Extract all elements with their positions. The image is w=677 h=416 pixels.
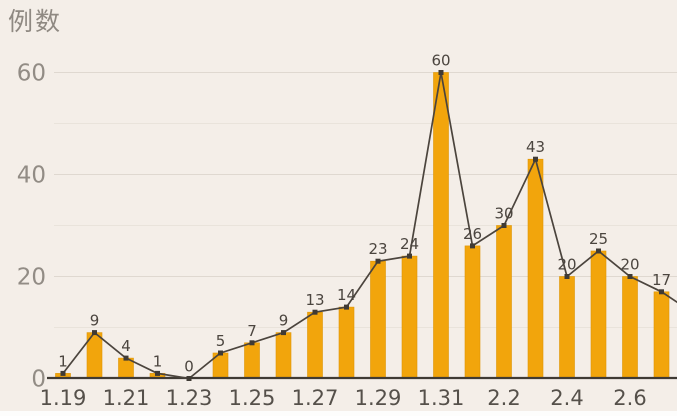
x-tick-label: 1.25 bbox=[229, 386, 276, 410]
x-tick-label: 1.31 bbox=[418, 386, 465, 410]
point-marker bbox=[470, 243, 475, 249]
value-label: 7 bbox=[247, 322, 257, 340]
y-axis-title: 例数 bbox=[8, 7, 63, 36]
value-label: 26 bbox=[463, 225, 482, 243]
y-tick-label: 40 bbox=[17, 163, 46, 189]
point-marker bbox=[438, 70, 444, 75]
value-label: 5 bbox=[216, 332, 226, 350]
value-label: 9 bbox=[90, 312, 100, 330]
bottom-strip bbox=[0, 411, 677, 416]
value-label: 9 bbox=[279, 312, 289, 330]
bar bbox=[653, 291, 670, 378]
x-tick-label: 1.21 bbox=[103, 386, 150, 410]
point-marker bbox=[281, 330, 286, 336]
value-label: 23 bbox=[368, 240, 387, 258]
value-label: 1 bbox=[153, 352, 163, 370]
bar bbox=[559, 276, 575, 378]
x-tick-label: 2.4 bbox=[550, 386, 583, 410]
x-tick-label: 2.6 bbox=[613, 386, 646, 410]
point-marker bbox=[375, 258, 381, 264]
point-marker bbox=[92, 330, 97, 336]
value-label: 20 bbox=[557, 256, 576, 274]
bar bbox=[244, 342, 260, 378]
x-tick-label: 1.23 bbox=[166, 386, 213, 410]
x-tick-label: 1.27 bbox=[292, 386, 339, 410]
bar bbox=[527, 158, 544, 378]
x-tick-label: 1.19 bbox=[40, 386, 87, 410]
point-marker bbox=[155, 370, 160, 376]
bar bbox=[401, 255, 418, 378]
point-marker bbox=[501, 223, 507, 228]
point-marker bbox=[249, 340, 255, 346]
x-tick-label: 1.29 bbox=[355, 386, 402, 410]
bar bbox=[622, 276, 638, 378]
bar bbox=[275, 332, 292, 378]
value-label: 13 bbox=[305, 291, 324, 309]
point-marker bbox=[344, 304, 349, 310]
bar bbox=[496, 225, 512, 378]
point-marker bbox=[533, 156, 538, 162]
value-label: 60 bbox=[431, 52, 450, 70]
point-marker bbox=[659, 289, 664, 295]
point-marker bbox=[123, 355, 129, 361]
point-marker bbox=[60, 370, 66, 376]
point-marker bbox=[564, 274, 570, 279]
value-label: 43 bbox=[526, 138, 545, 156]
y-tick-label: 60 bbox=[17, 61, 46, 87]
bar bbox=[307, 311, 323, 378]
bar bbox=[464, 245, 481, 378]
point-marker bbox=[218, 350, 223, 356]
point-marker bbox=[627, 274, 633, 279]
point-marker bbox=[186, 376, 192, 381]
value-label: 4 bbox=[121, 337, 131, 355]
value-label: 30 bbox=[494, 205, 513, 223]
value-label: 24 bbox=[400, 235, 419, 253]
point-marker bbox=[407, 253, 412, 259]
bar bbox=[370, 260, 386, 378]
bar bbox=[433, 72, 449, 378]
y-tick-label: 0 bbox=[31, 367, 46, 393]
y-tick-label: 20 bbox=[17, 265, 46, 291]
value-label: 25 bbox=[589, 230, 608, 248]
value-label: 14 bbox=[337, 286, 356, 304]
point-marker bbox=[596, 248, 601, 254]
x-tick-label: 2.2 bbox=[487, 386, 520, 410]
bar bbox=[590, 250, 607, 378]
point-marker bbox=[312, 309, 318, 315]
value-label: 1 bbox=[58, 352, 68, 370]
value-label: 20 bbox=[620, 256, 639, 274]
value-label: 0 bbox=[184, 358, 194, 376]
bar bbox=[338, 306, 355, 378]
value-label: 17 bbox=[652, 271, 671, 289]
